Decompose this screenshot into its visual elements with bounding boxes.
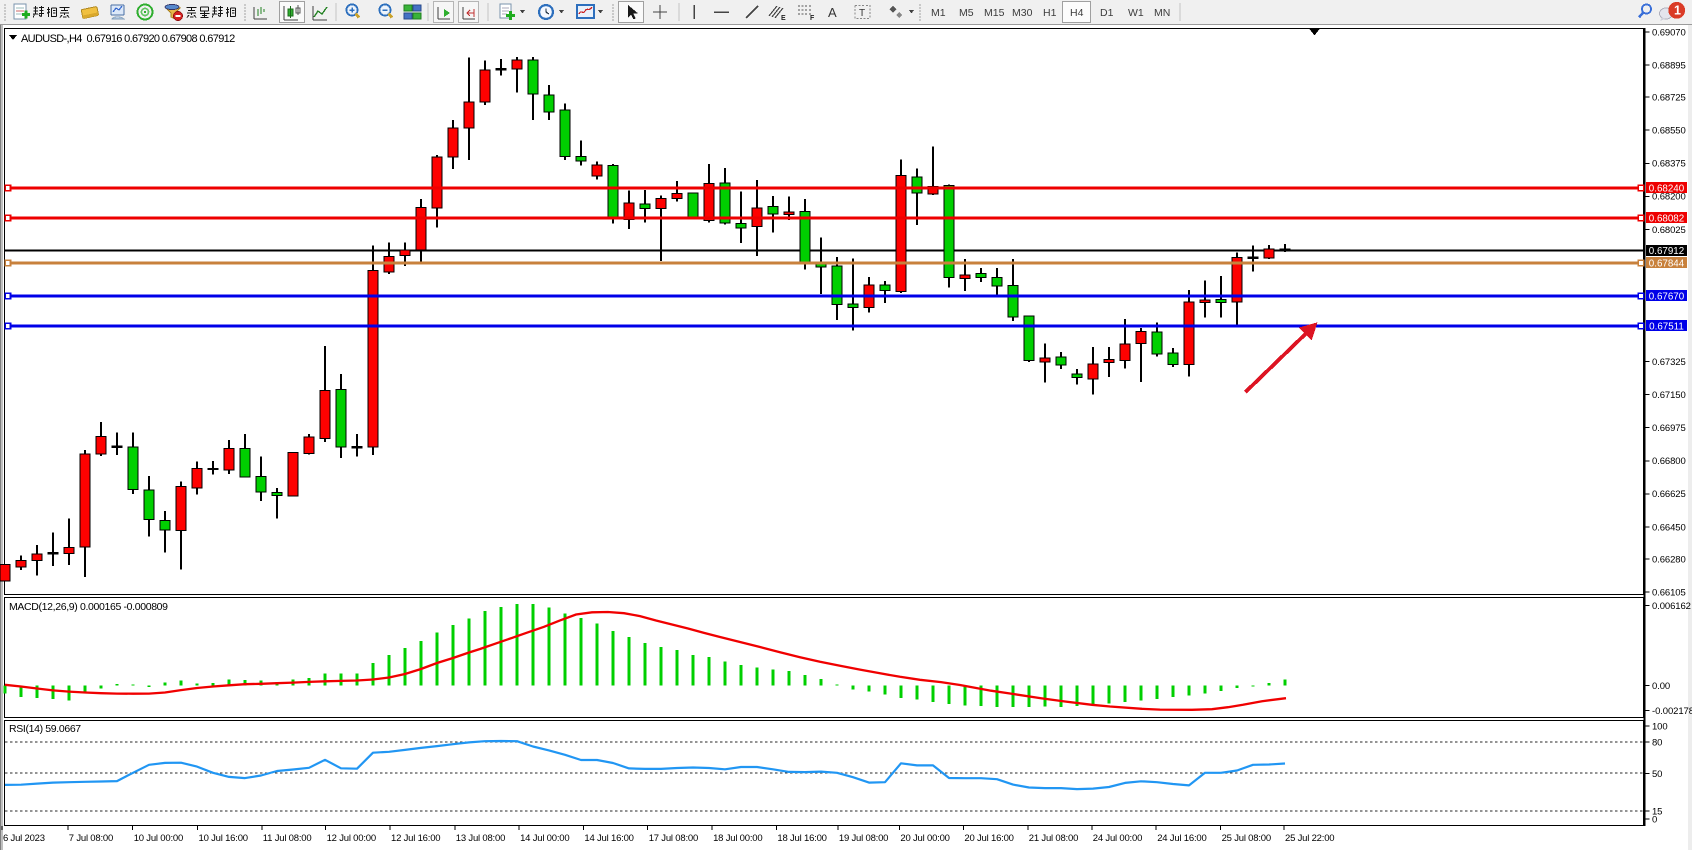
svg-text:T: T: [859, 8, 865, 19]
svg-text:-0.002178: -0.002178: [1652, 706, 1692, 717]
svg-text:25 Jul 22:00: 25 Jul 22:00: [1285, 833, 1334, 844]
svg-text:20 Jul 16:00: 20 Jul 16:00: [964, 833, 1013, 844]
svg-text:0.68025: 0.68025: [1652, 225, 1686, 236]
svg-text:M5: M5: [959, 7, 974, 19]
svg-text:0.68082: 0.68082: [1649, 213, 1684, 224]
svg-text:80: 80: [1652, 737, 1662, 748]
svg-text:MN: MN: [1154, 7, 1170, 19]
svg-text:13 Jul 08:00: 13 Jul 08:00: [456, 833, 505, 844]
svg-text:0.006162: 0.006162: [1652, 601, 1691, 612]
svg-text:11 Jul 08:00: 11 Jul 08:00: [263, 833, 312, 844]
svg-text:D1: D1: [1100, 7, 1114, 19]
svg-text:RSI(14) 59.0667: RSI(14) 59.0667: [9, 723, 81, 735]
svg-text:H1: H1: [1043, 7, 1057, 19]
svg-text:M30: M30: [1012, 7, 1033, 19]
svg-text:0.67844: 0.67844: [1649, 258, 1685, 269]
svg-text:18 Jul 00:00: 18 Jul 00:00: [713, 833, 762, 844]
svg-text:12 Jul 16:00: 12 Jul 16:00: [391, 833, 440, 844]
svg-text:0.68240: 0.68240: [1649, 183, 1685, 194]
svg-text:0.66280: 0.66280: [1652, 554, 1686, 565]
svg-text:12 Jul 00:00: 12 Jul 00:00: [327, 833, 376, 844]
svg-text:M1: M1: [931, 7, 946, 19]
svg-text:17 Jul 08:00: 17 Jul 08:00: [649, 833, 698, 844]
svg-text:0.66450: 0.66450: [1652, 522, 1686, 533]
svg-text:AUDUSD-,H4 0.67916 0.67920 0.: AUDUSD-,H4 0.67916 0.67920 0.67908 0.679…: [21, 33, 235, 45]
svg-text:H4: H4: [1070, 7, 1084, 19]
svg-text:0.68375: 0.68375: [1652, 159, 1686, 170]
svg-text:15: 15: [1652, 806, 1662, 817]
svg-text:E: E: [781, 15, 786, 22]
svg-text:14 Jul 00:00: 14 Jul 00:00: [520, 833, 569, 844]
svg-text:21 Jul 08:00: 21 Jul 08:00: [1029, 833, 1078, 844]
svg-text:25 Jul 08:00: 25 Jul 08:00: [1222, 833, 1271, 844]
svg-text:19 Jul 08:00: 19 Jul 08:00: [839, 833, 888, 844]
svg-text:20 Jul 00:00: 20 Jul 00:00: [900, 833, 949, 844]
svg-text:24 Jul 16:00: 24 Jul 16:00: [1157, 833, 1206, 844]
svg-text:0.66625: 0.66625: [1652, 489, 1686, 500]
svg-text:0.67670: 0.67670: [1649, 291, 1685, 302]
svg-text:0.68725: 0.68725: [1652, 93, 1686, 104]
svg-text:0.67325: 0.67325: [1652, 357, 1686, 368]
svg-text:0.67912: 0.67912: [1649, 246, 1684, 257]
svg-text:0.68895: 0.68895: [1652, 60, 1686, 71]
svg-text:A: A: [828, 5, 837, 20]
svg-text:MACD(12,26,9) 0.000165 -0.0008: MACD(12,26,9) 0.000165 -0.000809: [9, 601, 168, 613]
svg-text:6 Jul 2023: 6 Jul 2023: [3, 833, 45, 844]
svg-text:10 Jul 16:00: 10 Jul 16:00: [199, 833, 248, 844]
svg-text:0.69070: 0.69070: [1652, 27, 1686, 38]
svg-text:1: 1: [1674, 4, 1681, 18]
svg-text:0.00: 0.00: [1652, 681, 1670, 692]
svg-text:0.66800: 0.66800: [1652, 456, 1686, 467]
svg-text:24 Jul 00:00: 24 Jul 00:00: [1093, 833, 1142, 844]
svg-text:0: 0: [1652, 814, 1657, 825]
svg-text:0.68200: 0.68200: [1652, 192, 1686, 203]
svg-text:14 Jul 16:00: 14 Jul 16:00: [584, 833, 633, 844]
svg-text:50: 50: [1652, 769, 1662, 780]
svg-text:0.67511: 0.67511: [1649, 321, 1684, 332]
svg-text:W1: W1: [1128, 7, 1144, 19]
svg-text:0.68550: 0.68550: [1652, 126, 1686, 137]
svg-text:18 Jul 16:00: 18 Jul 16:00: [777, 833, 826, 844]
svg-text:0.66105: 0.66105: [1652, 587, 1686, 598]
svg-text:M15: M15: [984, 7, 1005, 19]
svg-text:7 Jul 08:00: 7 Jul 08:00: [69, 833, 113, 844]
svg-text:10 Jul 00:00: 10 Jul 00:00: [134, 833, 183, 844]
svg-text:0.67150: 0.67150: [1652, 390, 1686, 401]
svg-text:0.66975: 0.66975: [1652, 423, 1686, 434]
svg-text:100: 100: [1652, 721, 1668, 732]
svg-text:F: F: [810, 15, 815, 22]
